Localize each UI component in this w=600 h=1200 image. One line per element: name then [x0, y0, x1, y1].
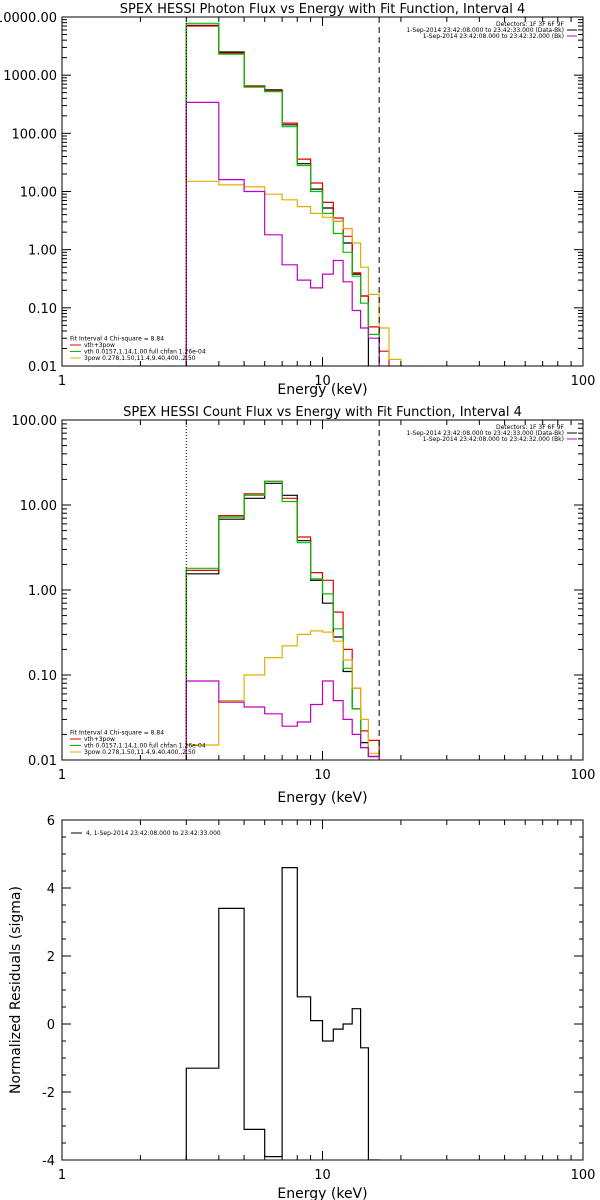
legend-entry: 1-Sep-2014 23:42:08.000 to 23:42:32.000 …: [423, 33, 564, 40]
series-4-line: [185, 180, 402, 366]
fit-legend-entry: 3pow 0.278,1.50,11.4,9.40,400.,2.50: [84, 355, 196, 362]
x-axis-label: Energy (keV): [277, 382, 367, 398]
legend-entry: 1-Sep-2014 23:42:08.000 to 23:42:33.000 …: [406, 430, 564, 437]
legend-entry: Detectors: 1F 3F 6F 9F: [496, 21, 565, 28]
series-3-line: [185, 480, 380, 760]
series-group: [185, 867, 380, 1160]
fit-legend-entry: vth+3pow: [84, 342, 115, 349]
legend-entry: 1-Sep-2014 23:42:08.000 to 23:42:32.000 …: [423, 436, 564, 443]
fit-legend-entry: Fit Interval 4 Chi-square = 8.84: [70, 336, 164, 343]
y-tick-label: 100.00: [12, 127, 58, 142]
chart-title: SPEX HESSI Count Flux vs Energy with Fit…: [123, 405, 522, 420]
y-tick-label: 0.01: [28, 754, 57, 769]
fit-legend-entry: Fit Interval 4 Chi-square = 8.84: [70, 730, 164, 737]
chart-title: SPEX HESSI Photon Flux vs Energy with Fi…: [120, 2, 526, 17]
x-tick-label: 1: [58, 1168, 66, 1183]
y-tick-label: 10000.00: [0, 11, 57, 26]
y-tick-label: -4: [42, 1154, 55, 1169]
series-group: [185, 22, 402, 366]
y-tick-label: 0.10: [28, 669, 57, 684]
series-4-line: [185, 630, 380, 760]
panel-2: SPEX HESSI Count Flux vs Energy with Fit…: [12, 405, 596, 806]
y-tick-label: -2: [42, 1086, 55, 1101]
y-tick-label: 4: [47, 882, 55, 897]
fit-legend-entry: 3pow 0.278,1.50,11.4,9.40,400.,2.50: [84, 749, 196, 756]
plot-frame: [61, 819, 584, 1161]
panel-3: 1 10 100 Energy (keV) -4 -2 0 2 4 6 Normalized Res…: [8, 814, 595, 1200]
y-tick-label: 1.00: [28, 584, 57, 599]
series-1-line: [185, 867, 380, 1160]
series-5-line: [185, 680, 380, 760]
y-tick-label: 100.00: [12, 414, 58, 429]
y-tick-label: 0.01: [28, 360, 57, 375]
y-tick-label: 1.00: [28, 244, 57, 259]
y-tick-label: 2: [47, 950, 55, 965]
series-1-line: [185, 24, 369, 366]
y-axis-label: Normalized Residuals (sigma): [8, 886, 24, 1094]
x-axis-label: Energy (keV): [277, 1186, 367, 1200]
series-5-line: [185, 101, 380, 366]
series-group: [185, 480, 380, 760]
y-tick-label: 1000.00: [3, 69, 57, 84]
y-tick-label: 10.00: [20, 186, 57, 201]
x-tick-label: 100: [571, 374, 596, 389]
legend-entry: Detectors: 1F 3F 6F 9F: [496, 424, 565, 431]
x-tick-label: 1: [58, 768, 66, 783]
series-3-line: [185, 22, 380, 366]
x-tick-label: 1: [58, 374, 66, 389]
series-1-line: [185, 482, 380, 760]
legend-entry: 4, 1-Sep-2014 23:42:08.000 to 23:42:33.0…: [86, 830, 221, 837]
fit-legend-entry: vth+3pow: [84, 736, 115, 743]
series-2-line: [185, 25, 390, 366]
y-tick-label: 6: [47, 814, 55, 829]
fit-legend-entry: vth 0.0157,1.14,1.00 full chfan 1.26e-04: [84, 743, 206, 750]
panel-1: SPEX HESSI Photon Flux vs Energy with Fi…: [0, 2, 595, 398]
x-axis-label: Energy (keV): [277, 790, 367, 806]
x-tick-label: 10: [314, 374, 331, 389]
x-tick-label: 10: [314, 768, 331, 783]
x-tick-label: 10: [314, 1168, 331, 1183]
y-tick-label: 0: [47, 1018, 55, 1033]
y-tick-label: 10.00: [20, 499, 57, 514]
x-tick-label: 100: [571, 768, 596, 783]
legend-entry: 1-Sep-2014 23:42:08.000 to 23:42:33.000 …: [406, 27, 564, 34]
y-tick-label: 0.10: [28, 302, 57, 317]
x-tick-label: 100: [571, 1168, 596, 1183]
fit-legend-entry: vth 0.0157,1.14,1.00 full chfan 1.26e-04: [84, 349, 206, 356]
